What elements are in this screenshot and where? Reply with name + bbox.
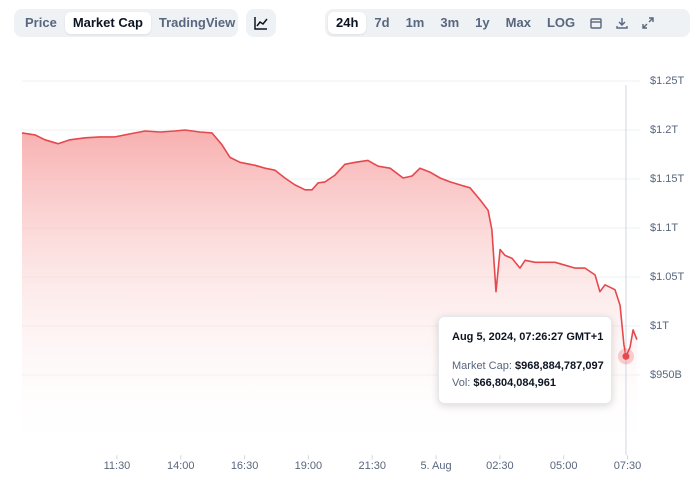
calendar-button[interactable] (583, 12, 609, 34)
download-icon (616, 18, 628, 29)
range[interactable]: 1m (405, 15, 425, 30)
line-icon (254, 17, 268, 30)
tab[interactable]: Market Cap (64, 12, 151, 34)
view-switch: Price Market Cap TradingView (14, 9, 238, 37)
range-switch: 24h 7d 1m 3m 1y Max LOG (325, 9, 690, 37)
y-tick-label: $1.15T (650, 173, 685, 185)
expand-icon (642, 17, 654, 29)
tooltip-title: Aug 5, 2024, 07:26:27 GMT+1 (452, 331, 604, 343)
x-tick-label: 11:30 (104, 460, 131, 472)
range[interactable]: 3m (440, 15, 460, 30)
tab[interactable]: Price (25, 15, 57, 30)
fullscreen-button[interactable] (635, 12, 661, 34)
y-tick-label: $1.25T (650, 75, 685, 87)
x-tick-label: 02:30 (486, 460, 514, 472)
range[interactable]: Max (505, 15, 531, 30)
range[interactable]: 1y (475, 15, 490, 30)
x-tick-label: 19:00 (295, 460, 323, 472)
range[interactable]: 24h (328, 12, 367, 34)
y-tick-label: $1T (650, 320, 669, 332)
tooltip-row: Vol: $66,804,084,961 (452, 377, 611, 389)
y-tick-label: $1.1T (650, 222, 678, 234)
range[interactable]: LOG (546, 15, 576, 30)
tooltip-value: $968,884,787,097 (514, 360, 604, 372)
x-tick-label: 07:30 (614, 460, 642, 472)
y-tick-label: $1.05T (650, 271, 685, 283)
x-tick-label: 05:00 (550, 460, 578, 472)
chart-type-button[interactable] (246, 9, 276, 37)
x-tick-label: 14:00 (167, 460, 195, 472)
tooltip-row: Market Cap: $968,884,787,097 (452, 360, 611, 372)
tooltip-label: Market Cap: (452, 360, 512, 372)
x-tick-label: 5. Aug (420, 460, 451, 472)
x-tick-label: 21:30 (358, 460, 386, 472)
tooltip: Aug 5, 2024, 07:26:27 GMT+1 Market Cap: … (438, 316, 612, 404)
tooltip-label: Vol: (452, 377, 471, 389)
calendar-icon (590, 18, 602, 29)
range[interactable]: 7d (374, 15, 390, 30)
y-tick-label: $950B (650, 369, 682, 381)
x-tick-label: 16:30 (231, 460, 259, 472)
line (21, 129, 638, 358)
hover-dot (622, 352, 630, 360)
tooltip-value: $66,804,084,961 (473, 377, 557, 389)
download-button[interactable] (609, 12, 635, 34)
y-tick-label: $1.2T (650, 124, 678, 136)
tab[interactable]: TradingView (158, 15, 236, 30)
